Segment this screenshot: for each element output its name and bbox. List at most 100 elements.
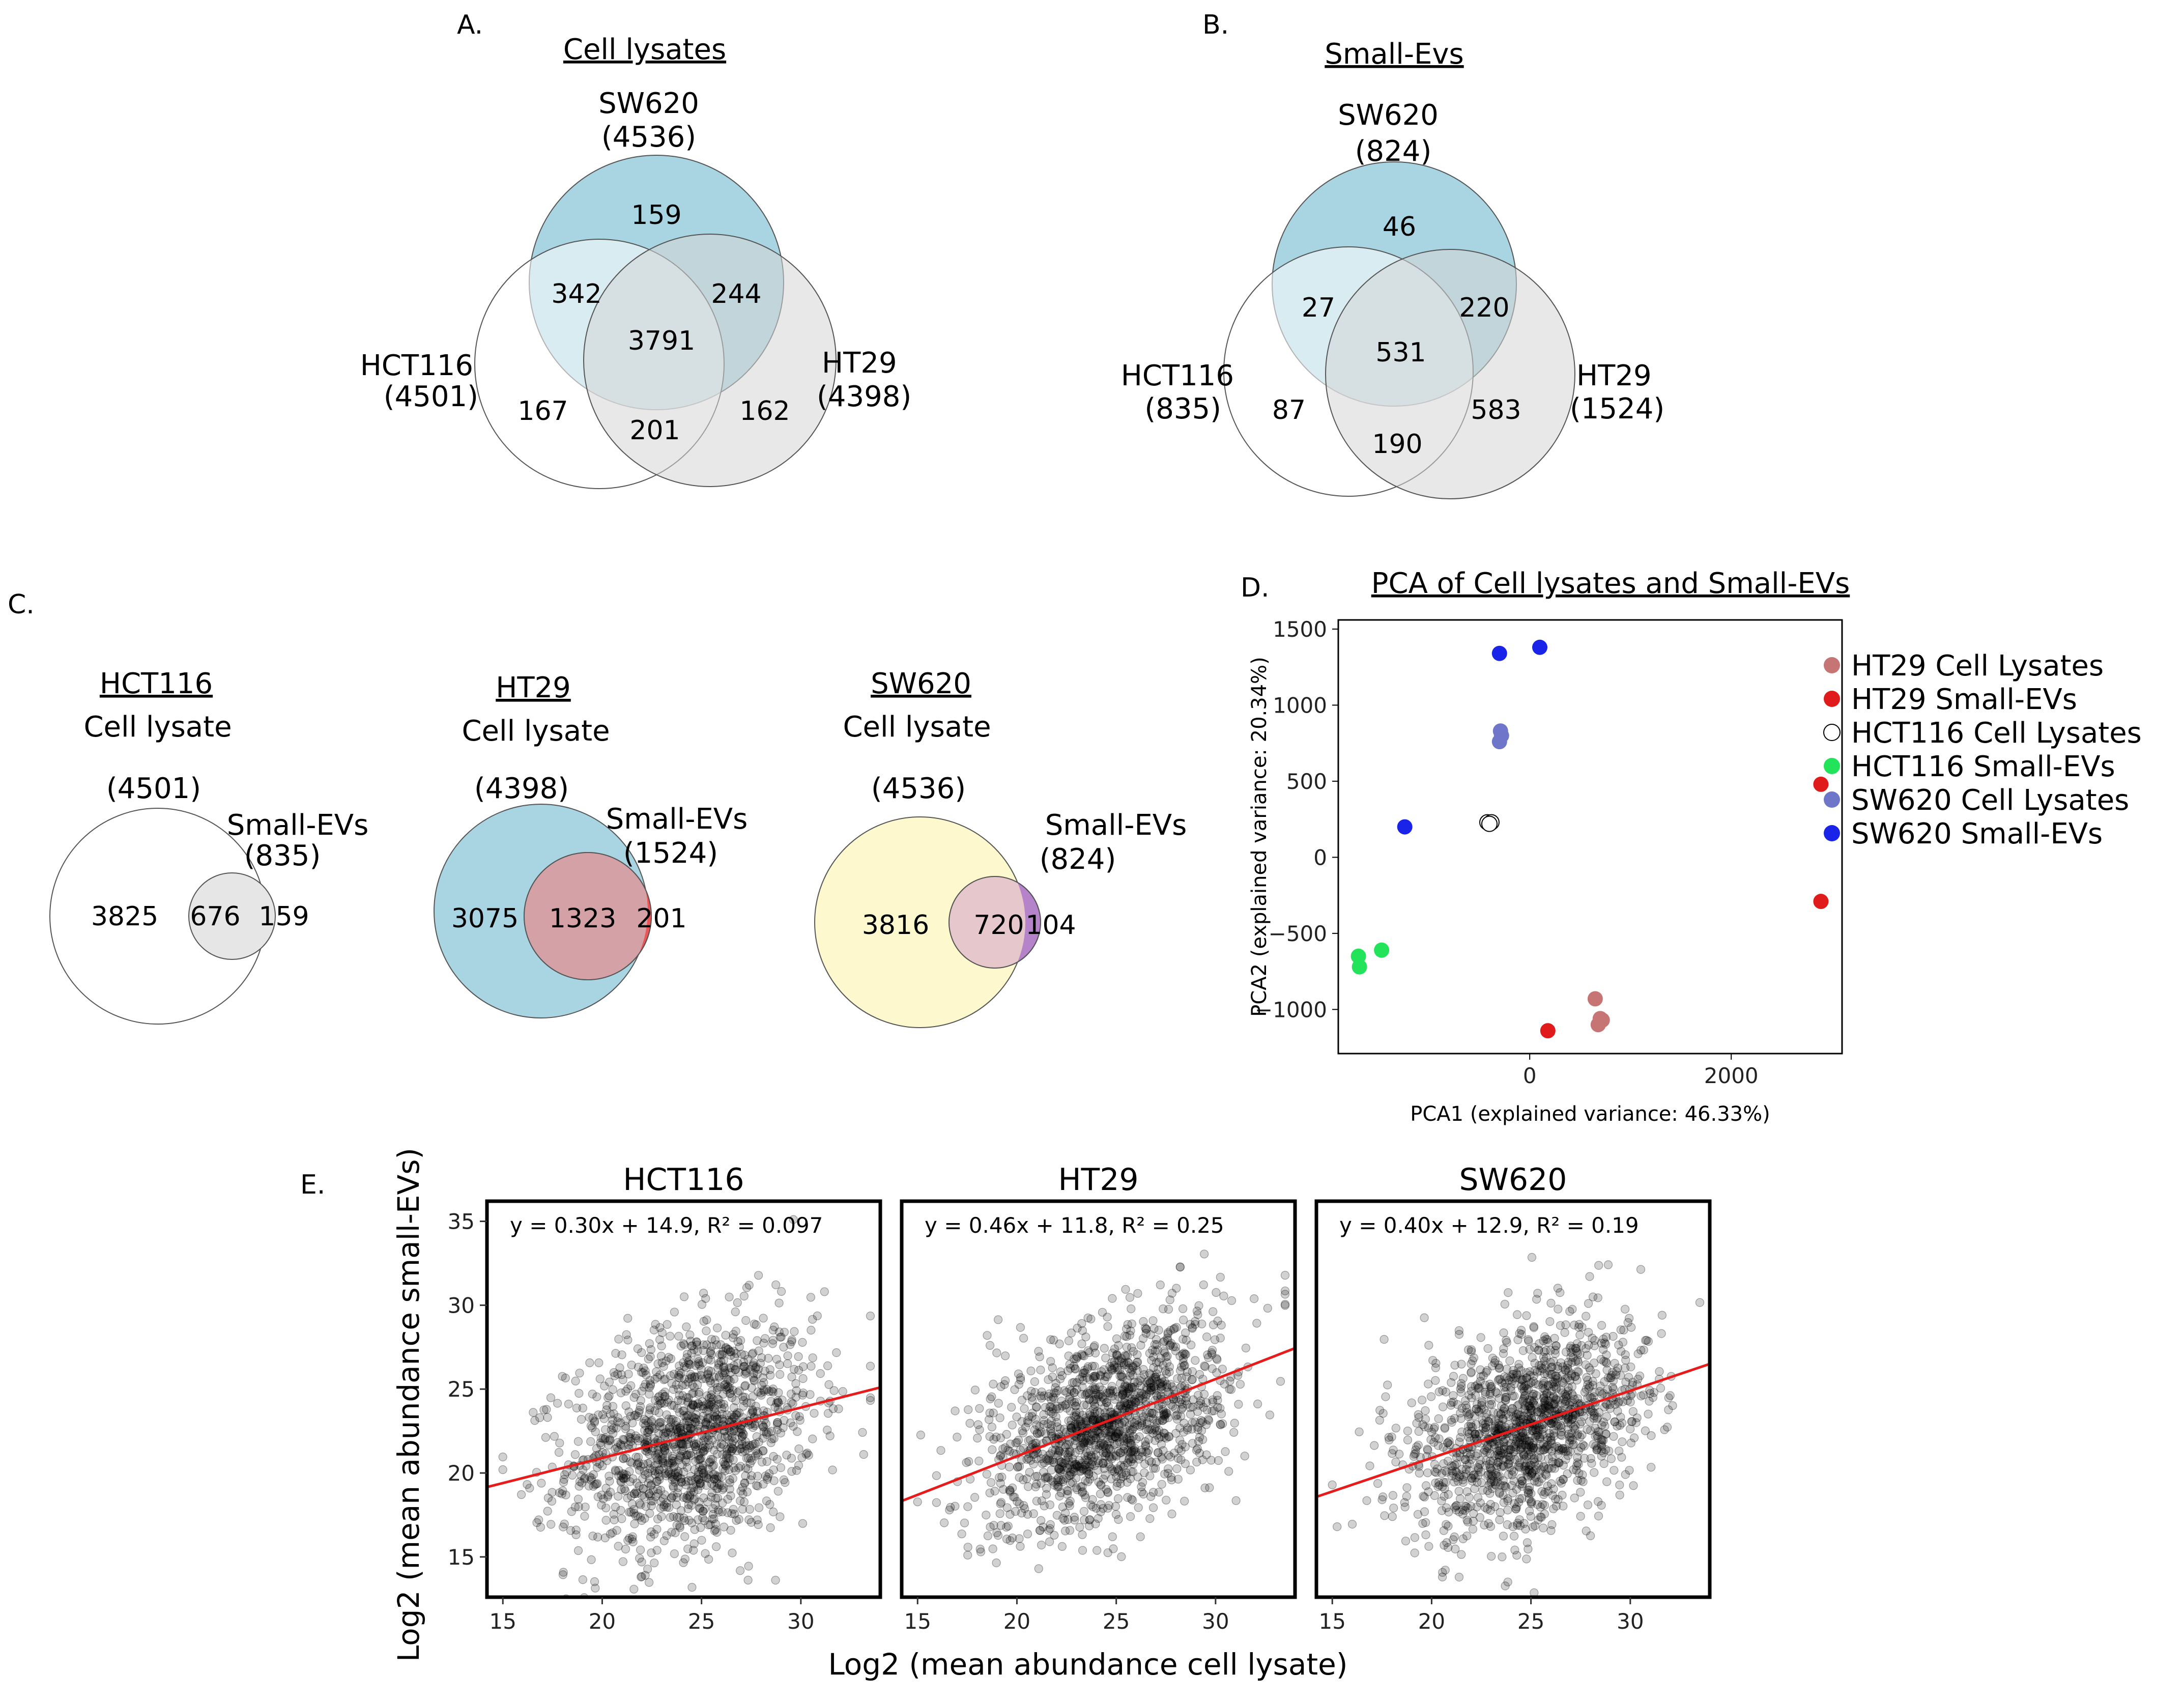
facet-point <box>1161 1366 1170 1375</box>
venn-c-ht29-ev-label: Small-EVs <box>606 803 748 836</box>
facet-point <box>720 1366 729 1375</box>
facet-point <box>641 1379 650 1388</box>
facet-point <box>694 1359 703 1368</box>
facet-point <box>957 1529 966 1539</box>
facet-point <box>1475 1513 1484 1522</box>
facet-point <box>1571 1421 1580 1430</box>
facet-point <box>775 1360 784 1370</box>
facet-point <box>1086 1314 1096 1324</box>
facet-point <box>660 1392 670 1401</box>
facet-point <box>1078 1437 1087 1447</box>
facet-point <box>1107 1420 1116 1429</box>
facet-point <box>1066 1496 1075 1506</box>
facet-point <box>1169 1324 1179 1334</box>
facet-point <box>1608 1376 1618 1385</box>
facet-point <box>1450 1360 1459 1370</box>
facet-point <box>1493 1447 1502 1456</box>
facet-point <box>1166 1340 1175 1349</box>
facet-point <box>1546 1436 1555 1445</box>
facet-point <box>694 1452 703 1461</box>
facet-point <box>1529 1399 1538 1408</box>
facet-point <box>1530 1454 1539 1463</box>
facet-point <box>1627 1417 1636 1426</box>
facet-point <box>625 1457 635 1466</box>
facet-point <box>664 1414 674 1424</box>
facet-point <box>729 1437 738 1446</box>
facet-point <box>1044 1525 1053 1535</box>
facet-point <box>1529 1455 1538 1464</box>
facet-point <box>766 1523 775 1533</box>
facet-point <box>741 1471 750 1481</box>
facet-point <box>559 1568 568 1577</box>
facet-point <box>1472 1502 1481 1512</box>
facet-point <box>1082 1390 1091 1399</box>
facet-point <box>666 1513 675 1522</box>
facet-point <box>1066 1406 1075 1415</box>
facet-point <box>1447 1398 1456 1407</box>
facet-y-tick-label: 30 <box>448 1293 475 1318</box>
facet-point <box>1539 1394 1548 1403</box>
facet-point <box>1606 1454 1616 1463</box>
facet-point <box>1558 1444 1567 1453</box>
facet-point <box>1160 1433 1169 1442</box>
facet-point <box>982 1469 992 1479</box>
facet-point <box>1504 1412 1514 1421</box>
facet-point <box>1545 1429 1554 1438</box>
facet-point <box>1615 1490 1624 1499</box>
facet-point <box>674 1373 683 1382</box>
facet-point <box>1069 1362 1079 1371</box>
facet-point <box>1090 1362 1099 1371</box>
facet-point <box>719 1400 728 1409</box>
facet-point <box>609 1409 618 1419</box>
facet-point <box>717 1507 727 1516</box>
facet-point <box>1549 1432 1559 1441</box>
facet-point <box>1517 1375 1527 1384</box>
facet-point <box>1610 1418 1619 1427</box>
facet-point <box>1444 1490 1453 1499</box>
facet-point <box>592 1463 602 1472</box>
facet-point <box>679 1339 688 1348</box>
facet-point <box>1067 1470 1076 1479</box>
facet-point <box>1123 1399 1132 1408</box>
facet-point <box>1090 1402 1100 1411</box>
facet-point <box>675 1371 684 1380</box>
facet-point <box>1094 1514 1103 1523</box>
facet-point <box>1216 1420 1225 1429</box>
facet-point <box>1010 1385 1019 1394</box>
facet-point <box>727 1433 737 1442</box>
facet-point <box>704 1373 713 1382</box>
facet-point <box>687 1420 697 1429</box>
facet-point <box>1106 1385 1115 1395</box>
facet-point <box>1136 1532 1145 1541</box>
facet-point <box>596 1433 606 1442</box>
facet-point <box>1078 1372 1087 1381</box>
facet-point <box>1067 1424 1076 1433</box>
facet-point <box>606 1529 615 1539</box>
facet-point <box>1553 1405 1562 1414</box>
facet-point <box>1073 1353 1082 1362</box>
facet-point <box>1111 1451 1120 1460</box>
facet-point <box>1079 1438 1088 1448</box>
facet-point <box>1548 1377 1558 1386</box>
facet-point <box>722 1451 731 1460</box>
facet-point <box>1144 1376 1153 1385</box>
facet-point <box>1567 1369 1576 1378</box>
facet-point <box>687 1518 697 1527</box>
facet-point <box>1631 1418 1641 1427</box>
facet-point <box>1088 1396 1098 1405</box>
facet-point <box>559 1478 568 1487</box>
facet-point <box>813 1311 822 1320</box>
facet-point <box>1075 1408 1084 1417</box>
facet-point <box>1491 1469 1501 1478</box>
facet-point <box>801 1450 811 1459</box>
facet-point <box>692 1445 701 1455</box>
facet-point <box>727 1447 736 1456</box>
facet-point <box>1487 1466 1497 1475</box>
facet-point <box>692 1439 701 1449</box>
facet-point <box>1467 1501 1476 1511</box>
facet-point <box>1520 1466 1530 1475</box>
facet-point <box>1062 1440 1071 1450</box>
facet-point <box>643 1468 653 1478</box>
facet-point <box>1543 1433 1552 1442</box>
